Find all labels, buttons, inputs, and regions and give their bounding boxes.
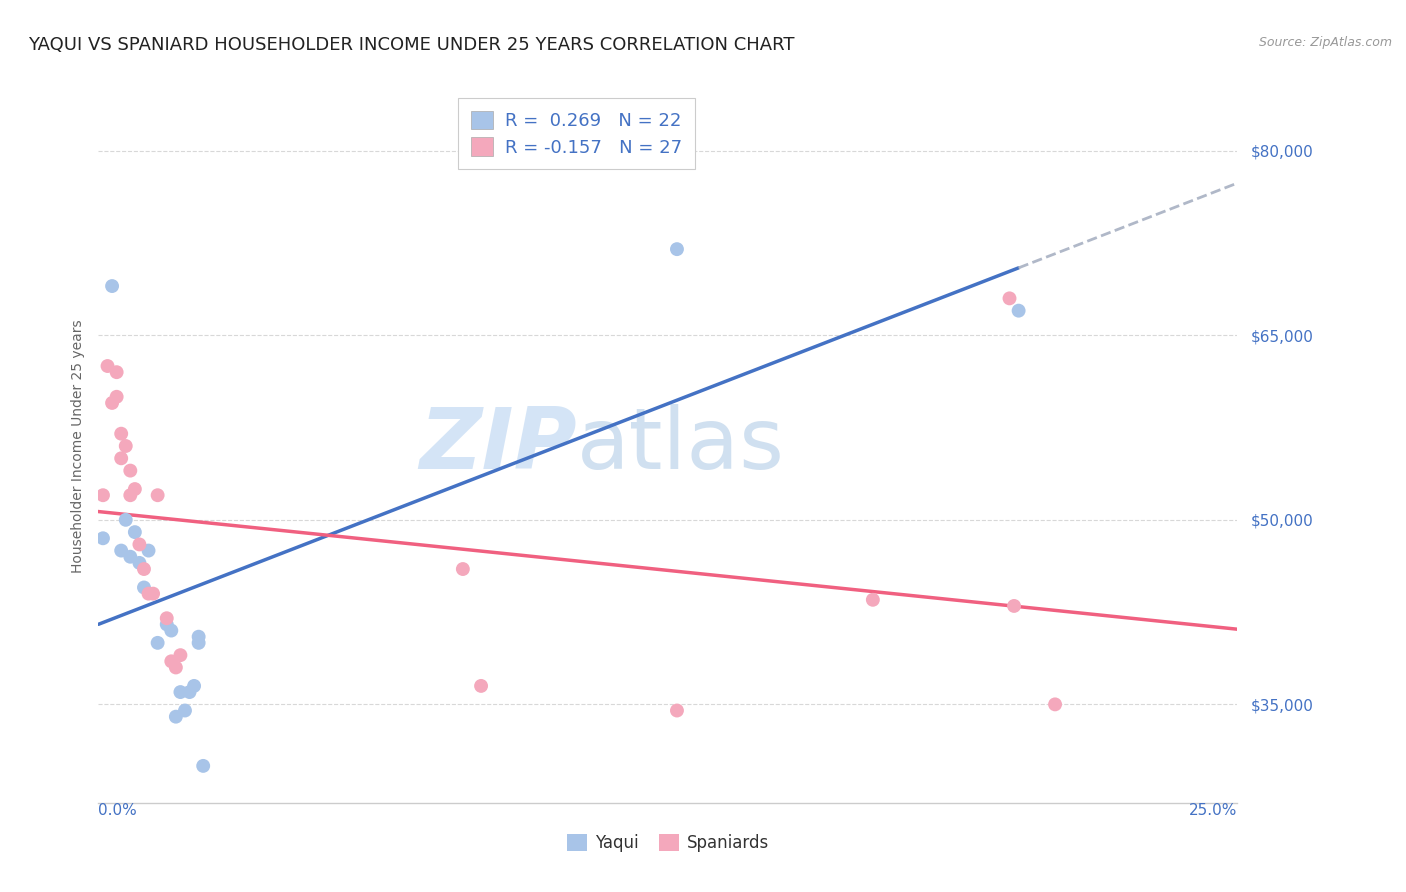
Point: [124, 525, 146, 540]
Point: [165, 660, 187, 674]
Point: [120, 464, 142, 478]
Point: [156, 611, 179, 625]
Point: [142, 587, 165, 601]
Text: Source: ZipAtlas.com: Source: ZipAtlas.com: [1258, 36, 1392, 49]
Point: [169, 648, 191, 662]
Point: [1002, 599, 1025, 613]
Point: [165, 709, 187, 723]
Legend: Yaqui, Spaniards: Yaqui, Spaniards: [560, 827, 776, 859]
Point: [160, 624, 183, 638]
Text: ZIP: ZIP: [419, 404, 576, 488]
Point: [187, 636, 209, 650]
Point: [1043, 698, 1066, 712]
Point: [156, 617, 179, 632]
Text: atlas: atlas: [576, 404, 785, 488]
Text: YAQUI VS SPANIARD HOUSEHOLDER INCOME UNDER 25 YEARS CORRELATION CHART: YAQUI VS SPANIARD HOUSEHOLDER INCOME UND…: [28, 36, 794, 54]
Point: [146, 636, 169, 650]
Point: [105, 365, 128, 379]
Text: 25.0%: 25.0%: [1189, 803, 1237, 818]
Point: [132, 581, 155, 595]
Y-axis label: Householder Income Under 25 years: Householder Income Under 25 years: [70, 319, 84, 573]
Point: [1007, 303, 1029, 318]
Point: [91, 531, 114, 545]
Point: [665, 704, 688, 718]
Point: [160, 654, 183, 668]
Point: [183, 679, 205, 693]
Point: [451, 562, 474, 576]
Point: [114, 439, 136, 453]
Point: [998, 291, 1021, 305]
Point: [193, 759, 215, 773]
Point: [862, 592, 884, 607]
Point: [110, 451, 132, 466]
Point: [132, 562, 155, 576]
Point: [128, 537, 150, 551]
Point: [179, 685, 201, 699]
Point: [146, 488, 169, 502]
Point: [138, 543, 160, 558]
Point: [96, 359, 118, 373]
Point: [124, 482, 146, 496]
Point: [101, 396, 124, 410]
Point: [128, 556, 150, 570]
Point: [114, 513, 136, 527]
Point: [174, 704, 197, 718]
Point: [187, 630, 209, 644]
Point: [110, 426, 132, 441]
Point: [120, 549, 142, 564]
Point: [470, 679, 492, 693]
Point: [105, 390, 128, 404]
Point: [101, 279, 124, 293]
Point: [91, 488, 114, 502]
Point: [138, 587, 160, 601]
Text: 0.0%: 0.0%: [98, 803, 138, 818]
Point: [169, 685, 191, 699]
Point: [110, 543, 132, 558]
Point: [120, 488, 142, 502]
Point: [665, 242, 688, 256]
